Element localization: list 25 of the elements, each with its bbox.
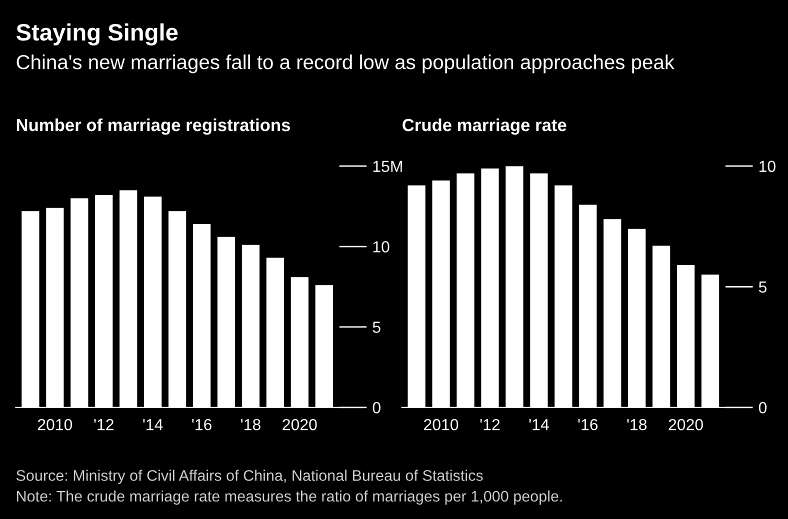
x-tick-label: '18 [627, 418, 647, 430]
x-tick-label: 2010 [38, 418, 72, 430]
x-tick-label: '18 [241, 418, 260, 430]
x-tick-label: '14 [143, 419, 163, 430]
x-tick-label: '16 [578, 418, 598, 430]
chart-title: Number of marriage registrations [16, 118, 290, 135]
chart-title: Crude marriage rate [402, 118, 566, 135]
x-tick-label: 2020 [282, 418, 317, 430]
y-tick-label: 5 [758, 282, 767, 293]
x-tick-label: 2020 [668, 418, 703, 430]
y-tick-label: 0 [758, 402, 767, 414]
y-tick-label: 5 [372, 322, 380, 333]
y-tick-label: 0 [372, 402, 380, 414]
y-tick-label: 15M [373, 160, 402, 172]
y-tick-label: 10 [373, 241, 390, 252]
text: Staying Single [16, 23, 178, 46]
text: Note: The crude marriage rate measures the ratio of marriages per 1,000 people. [17, 490, 562, 505]
y-tick-label: 10 [760, 160, 776, 172]
x-tick-label: '12 [94, 418, 114, 430]
x-tick-label: 2010 [424, 418, 458, 430]
x-tick-label: '14 [529, 419, 549, 430]
x-tick-label: '12 [480, 418, 500, 430]
source-note: Source: Ministry of Civil Affairs of China, National Bureau of Statistics [16, 470, 483, 484]
x-tick-label: '16 [192, 418, 212, 430]
text: China's new marriages fall to a record low as population approaches peak [16, 54, 675, 74]
